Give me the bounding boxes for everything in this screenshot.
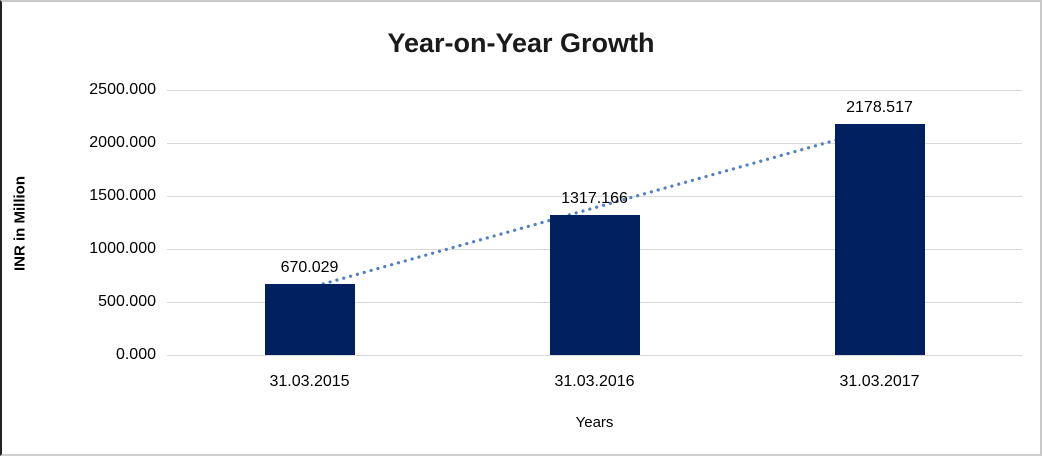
x-axis-title: Years bbox=[575, 414, 614, 431]
y-axis-tick-label: 0.000 bbox=[115, 346, 156, 363]
data-label: 2178.517 bbox=[846, 99, 913, 117]
bar-31.03.2017 bbox=[834, 124, 925, 355]
y-axis-tick-label: 2500.000 bbox=[89, 81, 156, 98]
x-axis-tick-label: 31.03.2017 bbox=[839, 373, 920, 390]
bar-31.03.2016 bbox=[549, 215, 640, 355]
data-label: 670.029 bbox=[280, 258, 339, 276]
chart-title: Year-on-Year Growth bbox=[387, 28, 655, 58]
y-axis-tick-label: 1000.000 bbox=[89, 240, 156, 257]
y-axis-tick-label: 500.000 bbox=[98, 293, 156, 310]
data-label: 1317.166 bbox=[561, 190, 628, 208]
gridline bbox=[167, 355, 1022, 356]
gridline bbox=[167, 90, 1022, 91]
bar-31.03.2015 bbox=[264, 283, 355, 355]
y-axis-tick-label: 2000.000 bbox=[89, 134, 156, 151]
y-axis-tick-label: 1500.000 bbox=[89, 187, 156, 204]
x-axis-tick-label: 31.03.2016 bbox=[554, 373, 635, 390]
x-axis-tick-label: 31.03.2015 bbox=[269, 373, 350, 390]
